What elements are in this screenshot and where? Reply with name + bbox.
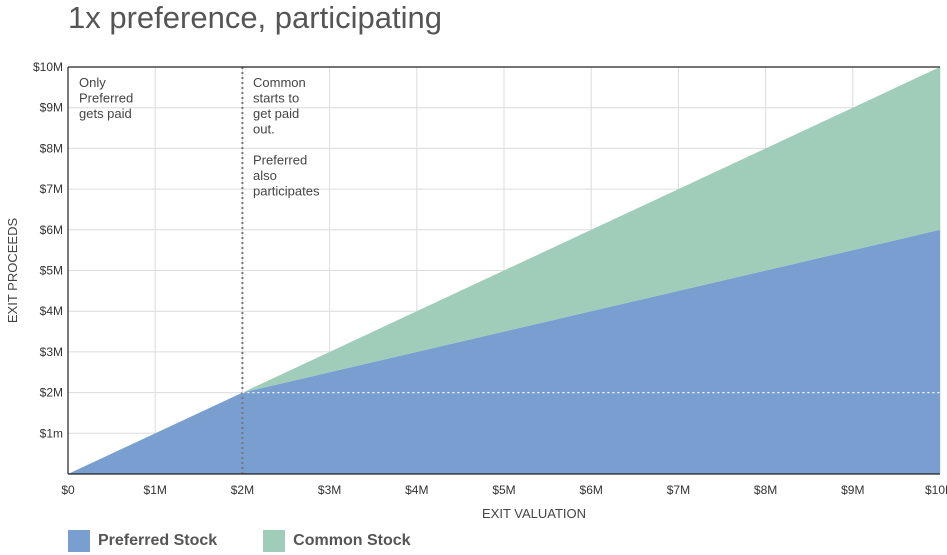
x-tick-label: $7M	[667, 483, 690, 497]
chart-area: $0 $1M $2M $3M $4M $5M $6M $7M $8M $9M $10M $1m $2M $…	[5, 60, 947, 521]
legend-item-preferred: Preferred Stock	[68, 530, 217, 552]
legend-label-preferred: Preferred Stock	[98, 532, 218, 549]
y-tick-label: $10M	[33, 60, 63, 74]
x-tick-label: $3M	[318, 483, 341, 497]
legend: Preferred Stock Common Stock	[68, 530, 457, 552]
annotation-common-paid: participates	[253, 184, 320, 199]
legend-item-common: Common Stock	[263, 530, 411, 552]
x-tick-label: $4M	[405, 483, 428, 497]
annotation-only-preferred: gets paid	[79, 106, 132, 121]
y-axis-label: EXIT PROCEEDS	[5, 218, 20, 324]
series-area-common	[68, 67, 940, 474]
annotation-common-paid: get paid	[253, 106, 299, 121]
annotation-only-preferred: Only	[79, 75, 106, 90]
annotation-common-paid: starts to	[253, 91, 299, 106]
annotation-common-paid: also	[253, 168, 277, 183]
series-area-preferred	[68, 229, 940, 474]
y-tick-label: $4M	[40, 304, 63, 318]
x-tick-label: $10M	[925, 483, 947, 497]
annotation-common-paid: out.	[253, 122, 275, 137]
x-tick-label: $6M	[580, 483, 603, 497]
y-tick-label: $3M	[40, 345, 63, 359]
y-tick-label: $9M	[40, 101, 63, 115]
y-tick-label: $1m	[40, 426, 63, 440]
chart-title: 1x preference, participating	[68, 0, 442, 35]
legend-swatch-common	[263, 530, 286, 552]
x-tick-label: $8M	[754, 483, 777, 497]
y-tick-label: $5M	[40, 264, 63, 278]
annotation-common-paid: Preferred	[253, 153, 307, 168]
y-tick-label: $7M	[40, 182, 63, 196]
legend-swatch-preferred	[68, 530, 90, 552]
x-tick-label: $2M	[231, 483, 254, 497]
annotation-common-paid: Common	[253, 75, 306, 90]
y-tick-label: $8M	[40, 141, 63, 155]
legend-label-common: Common Stock	[293, 532, 411, 549]
x-tick-label: $5M	[492, 483, 515, 497]
annotation-only-preferred: Preferred	[79, 91, 133, 106]
x-tick-label: $1M	[144, 483, 167, 497]
x-tick-label: $0	[61, 483, 75, 497]
y-tick-label: $2M	[40, 386, 63, 400]
x-axis-label: EXIT VALUATION	[482, 506, 586, 521]
x-tick-label: $9M	[841, 483, 864, 497]
y-tick-label: $6M	[40, 223, 63, 237]
